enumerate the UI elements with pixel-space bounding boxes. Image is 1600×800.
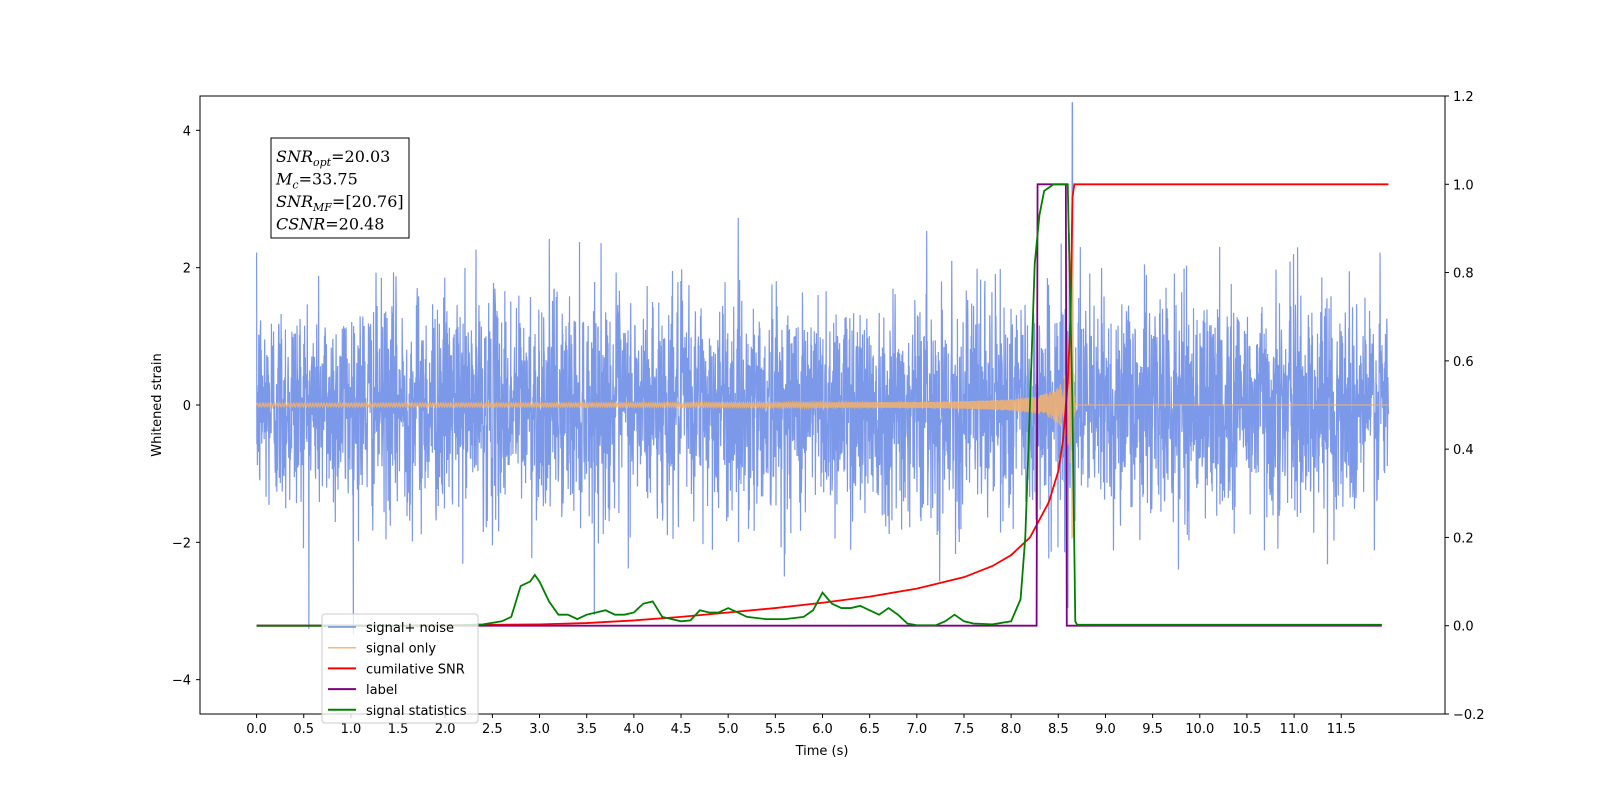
x-axis-label: Time (s) — [795, 744, 849, 759]
x-tick-label: 1.5 — [388, 722, 409, 737]
x-tick-label: 3.0 — [529, 722, 550, 737]
y-left-tick-label: −2 — [172, 536, 191, 551]
x-tick-label: 6.0 — [812, 722, 833, 737]
y-right-tick-label: 1.2 — [1453, 90, 1474, 105]
legend: signal+ noise signal only cumilative SNR la… — [321, 613, 479, 724]
y-left-tick-label: 2 — [183, 262, 191, 277]
legend-frame — [321, 613, 479, 724]
x-tick-label: 10.5 — [1232, 722, 1261, 737]
y-right-tick-label: 0.2 — [1453, 531, 1474, 546]
legend-entry: cumilative SNR — [366, 662, 465, 677]
x-tick-label: 2.0 — [435, 722, 456, 737]
series-cumulative-snr — [256, 183, 1389, 627]
x-tick-label: 7.5 — [954, 722, 975, 737]
x-tick-label: 4.0 — [624, 722, 645, 737]
x-tick-label: 2.5 — [482, 722, 503, 737]
x-tick-label: 8.0 — [1001, 722, 1022, 737]
series-signal-statistics — [256, 183, 1382, 627]
legend-entry: signal+ noise — [366, 621, 454, 636]
x-tick-label: 0.0 — [246, 722, 267, 737]
x-tick-label: 1.0 — [341, 722, 362, 737]
x-tick-label: 4.5 — [671, 722, 692, 737]
x-tick-label: 5.0 — [718, 722, 739, 737]
y-left-tick-label: −4 — [172, 674, 191, 689]
y-right-tick-label: 0.0 — [1453, 620, 1474, 635]
annotation-line: SNRMF=[20.76] — [276, 192, 404, 214]
x-tick-label: 11.5 — [1327, 722, 1356, 737]
legend-entry: label — [366, 683, 397, 698]
x-axis: 0.0 0.5 1.0 1.5 2.0 2.5 3.0 3.5 4.0 4.5 5.0 5.5 6.0 6… — [246, 714, 1356, 737]
y-left-tick-label: 4 — [183, 124, 191, 139]
annotation-frame — [270, 137, 410, 239]
legend-entry: signal only — [366, 642, 436, 657]
y-axis-label: Whitened strain — [150, 353, 165, 456]
x-tick-label: 10.0 — [1185, 722, 1214, 737]
y-axis-left: −4 −2 0 2 4 — [172, 124, 200, 689]
series-layer — [255, 102, 1390, 635]
y-right-tick-label: 0.8 — [1453, 267, 1474, 282]
y-right-tick-label: 1.0 — [1453, 178, 1474, 193]
series-signal-only — [256, 237, 1389, 539]
y-right-tick-label: 0.6 — [1453, 355, 1474, 370]
x-tick-label: 9.0 — [1095, 722, 1116, 737]
x-tick-label: 6.5 — [859, 722, 880, 737]
y-left-tick-label: 0 — [183, 399, 191, 414]
x-tick-label: 9.5 — [1142, 722, 1163, 737]
annotation-line: Mc=33.75 — [275, 170, 358, 192]
x-tick-label: 7.0 — [906, 722, 927, 737]
annotation-line: SNRopt=20.03 — [276, 147, 390, 169]
x-tick-label: 0.5 — [293, 722, 314, 737]
x-tick-label: 11.0 — [1280, 722, 1309, 737]
y-axis-right: −0.2 0.0 0.2 0.4 0.6 0.8 1.0 1.2 — [1445, 90, 1485, 723]
annotation-line: CSNR=20.48 — [276, 215, 384, 234]
y-right-tick-label: −0.2 — [1453, 708, 1485, 723]
x-tick-label: 3.5 — [576, 722, 597, 737]
legend-entry: signal statistics — [366, 704, 467, 719]
stats-annotation-box: SNRopt=20.03Mc=33.75SNRMF=[20.76]CSNR=20… — [270, 137, 410, 239]
x-tick-label: 5.5 — [765, 722, 786, 737]
y-right-tick-label: 0.4 — [1453, 443, 1474, 458]
x-tick-label: 8.5 — [1048, 722, 1069, 737]
series-signal-noise — [255, 102, 1390, 635]
